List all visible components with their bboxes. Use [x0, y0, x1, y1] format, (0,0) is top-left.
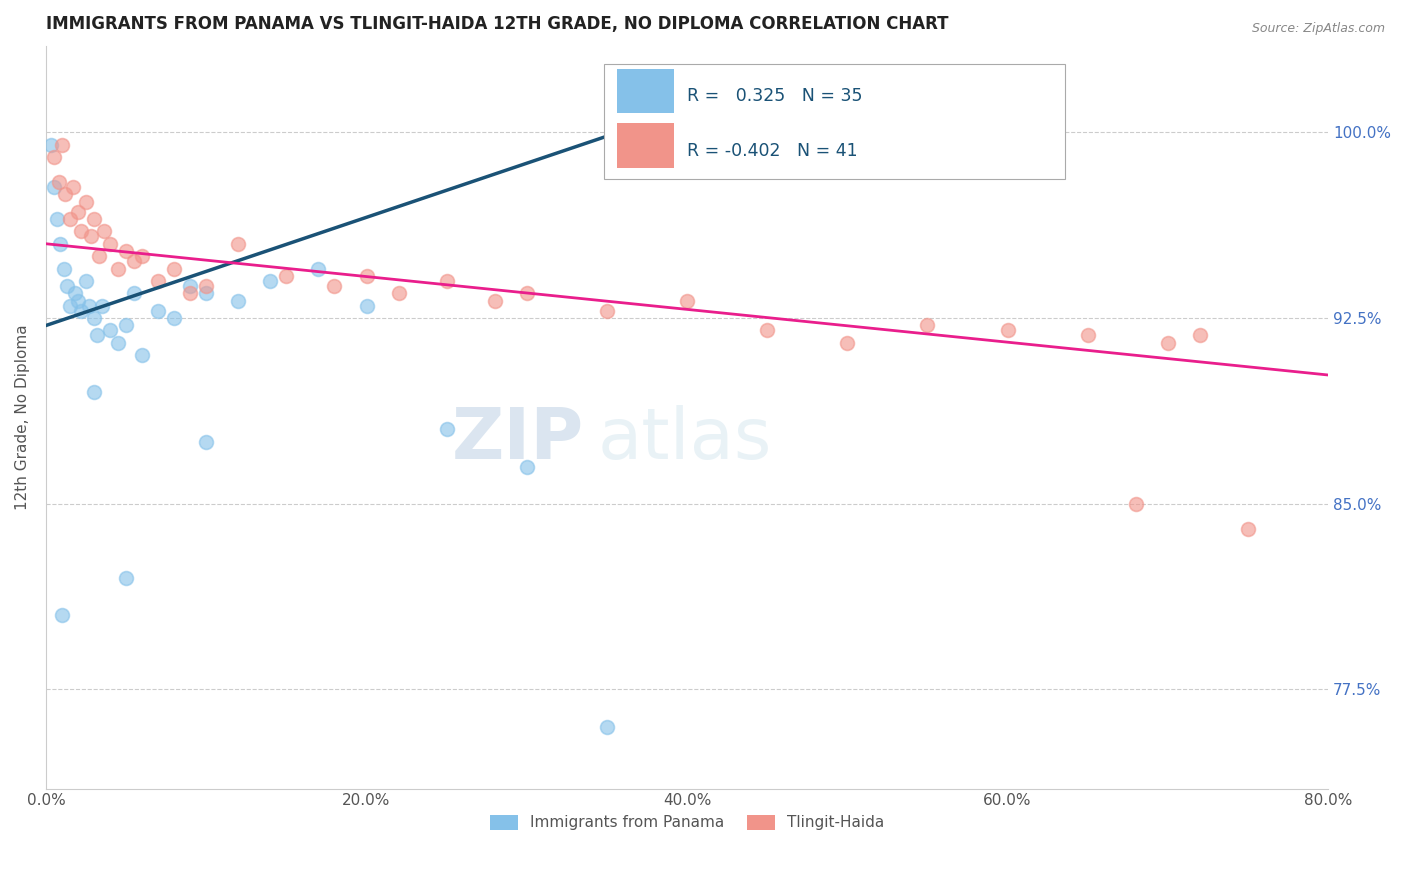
Text: IMMIGRANTS FROM PANAMA VS TLINGIT-HAIDA 12TH GRADE, NO DIPLOMA CORRELATION CHART: IMMIGRANTS FROM PANAMA VS TLINGIT-HAIDA …	[46, 15, 949, 33]
Point	[83, 385, 105, 400]
Point	[387, 286, 409, 301]
Point	[93, 224, 115, 238]
Point	[323, 278, 346, 293]
Point	[70, 303, 93, 318]
Point	[131, 249, 153, 263]
Point	[51, 137, 73, 152]
Point	[59, 212, 82, 227]
Y-axis label: 12th Grade, No Diploma: 12th Grade, No Diploma	[15, 325, 30, 510]
Point	[837, 335, 859, 350]
Point	[51, 608, 73, 623]
Point	[87, 249, 110, 263]
Point	[131, 348, 153, 362]
Point	[66, 293, 89, 308]
Point	[59, 299, 82, 313]
Point	[756, 323, 779, 337]
Point	[42, 150, 65, 164]
Point	[276, 268, 298, 283]
Point	[39, 137, 62, 152]
Point	[70, 224, 93, 238]
Point	[997, 323, 1019, 337]
Text: ZIP: ZIP	[453, 405, 585, 474]
Point	[115, 571, 138, 585]
Point	[259, 274, 281, 288]
Text: Source: ZipAtlas.com: Source: ZipAtlas.com	[1251, 22, 1385, 36]
Point	[146, 274, 169, 288]
Point	[115, 318, 138, 333]
FancyBboxPatch shape	[617, 69, 675, 113]
Point	[356, 268, 378, 283]
Point	[63, 286, 86, 301]
Point	[1237, 522, 1260, 536]
Point	[107, 335, 129, 350]
FancyBboxPatch shape	[603, 64, 1066, 179]
Point	[163, 311, 186, 326]
FancyBboxPatch shape	[617, 123, 675, 168]
Point	[46, 212, 69, 227]
Text: atlas: atlas	[598, 405, 772, 474]
Point	[516, 459, 538, 474]
Point	[75, 194, 97, 209]
Point	[676, 293, 699, 308]
Point	[107, 261, 129, 276]
Point	[1188, 328, 1211, 343]
Point	[62, 179, 84, 194]
Point	[146, 303, 169, 318]
Point	[596, 720, 619, 734]
Point	[307, 261, 329, 276]
Point	[42, 179, 65, 194]
Text: R = -0.402   N = 41: R = -0.402 N = 41	[688, 142, 858, 160]
Point	[516, 286, 538, 301]
Point	[98, 236, 121, 251]
Point	[86, 328, 108, 343]
Text: R =   0.325   N = 35: R = 0.325 N = 35	[688, 87, 862, 105]
Point	[83, 311, 105, 326]
Point	[48, 175, 70, 189]
Legend: Immigrants from Panama, Tlingit-Haida: Immigrants from Panama, Tlingit-Haida	[484, 808, 890, 837]
Point	[80, 229, 103, 244]
Point	[91, 299, 114, 313]
Point	[179, 278, 201, 293]
Point	[436, 422, 458, 436]
Point	[163, 261, 186, 276]
Point	[53, 187, 76, 202]
Point	[436, 274, 458, 288]
Point	[1157, 335, 1180, 350]
Point	[484, 293, 506, 308]
Point	[52, 261, 75, 276]
Point	[195, 434, 218, 449]
Point	[75, 274, 97, 288]
Point	[122, 286, 145, 301]
Point	[83, 212, 105, 227]
Point	[226, 236, 249, 251]
Point	[195, 278, 218, 293]
Point	[56, 278, 79, 293]
Point	[49, 236, 72, 251]
Point	[1125, 497, 1147, 511]
Point	[356, 299, 378, 313]
Point	[122, 254, 145, 268]
Point	[596, 303, 619, 318]
Point	[226, 293, 249, 308]
Point	[77, 299, 100, 313]
Point	[66, 204, 89, 219]
Point	[98, 323, 121, 337]
Point	[917, 318, 939, 333]
Point	[195, 286, 218, 301]
Point	[179, 286, 201, 301]
Point	[115, 244, 138, 259]
Point	[1077, 328, 1099, 343]
